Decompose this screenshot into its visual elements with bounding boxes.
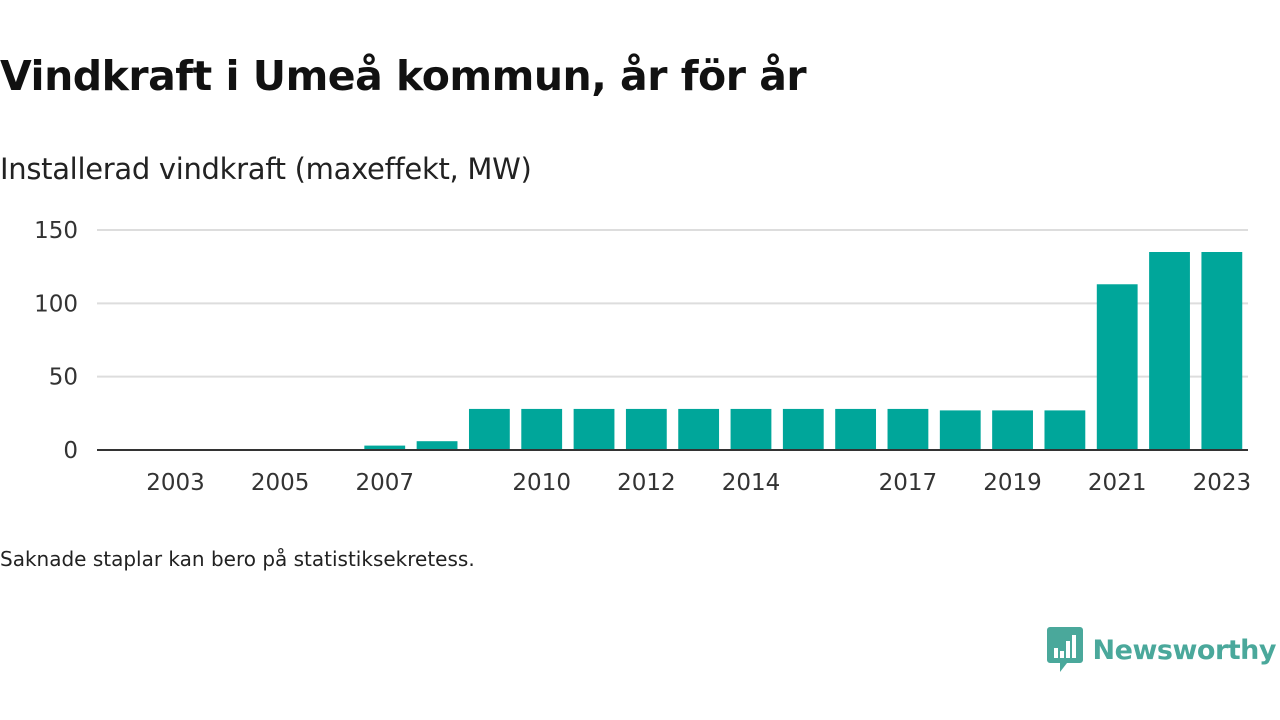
bar [782,408,824,450]
newsworthy-logo: Newsworthy [1046,626,1277,674]
bars [364,252,1243,450]
y-tick-label: 100 [34,291,78,317]
x-tick-label: 2023 [1193,470,1252,496]
bar [1096,284,1138,450]
bar [835,408,877,450]
x-tick-label: 2010 [512,470,571,496]
chart-subtitle: Installerad vindkraft (maxeffekt, MW) [0,152,532,186]
bar [573,408,615,450]
bar [1044,410,1086,450]
bar [939,410,981,450]
bar [1201,252,1243,450]
bar [416,441,458,450]
chart-bubble-icon [1046,627,1083,672]
bar-chart: 0 50 100 150 2003 2005 2007 2010 2012 2014 2017 201… [34,218,1251,496]
x-tick-label: 2017 [879,470,938,496]
y-tick-label: 150 [34,218,78,244]
bar [730,408,772,450]
x-tick-label: 2014 [722,470,781,496]
bar [625,408,667,450]
bar [364,445,406,450]
x-tick-label: 2012 [617,470,676,496]
footnote: Saknade staplar kan bero på statistiksek… [0,547,475,571]
tick-labels: 0 50 100 150 2003 2005 2007 2010 2012 2014 2017 201… [34,218,1251,496]
y-tick-label: 0 [63,438,78,464]
bar [468,408,510,450]
bar [887,408,929,450]
bar [678,408,720,450]
bar [1149,252,1190,450]
x-tick-label: 2007 [355,470,414,496]
bar [992,410,1033,450]
x-tick-label: 2003 [146,470,205,496]
brand-name: Newsworthy [1092,634,1277,666]
bar [521,408,563,450]
y-tick-label: 50 [49,365,78,391]
chart-title: Vindkraft i Umeå kommun, år för år [0,52,807,100]
x-tick-label: 2005 [251,470,310,496]
x-tick-label: 2019 [983,470,1042,496]
x-tick-label: 2021 [1088,470,1147,496]
grid-lines [97,229,1248,378]
